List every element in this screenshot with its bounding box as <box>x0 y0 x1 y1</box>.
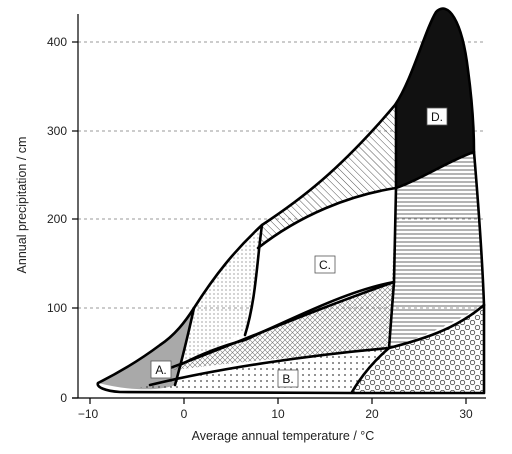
region-fills <box>98 8 484 393</box>
y-tick-label-400: 400 <box>47 35 67 49</box>
region-label-a: A. <box>150 360 172 379</box>
y-tick-label-300: 300 <box>47 124 67 138</box>
x-tick-labels: −10 0 10 20 30 <box>78 407 473 421</box>
y-tick-label-0: 0 <box>60 391 67 405</box>
region-label-b: B. <box>277 369 299 388</box>
x-tick-label-10: 10 <box>271 407 285 421</box>
region-horiz-fill <box>389 152 484 348</box>
boundary-c-bottom <box>178 280 396 367</box>
y-tick-labels: 0 100 200 300 400 <box>47 35 67 405</box>
region-dots-upper-fill <box>180 225 262 365</box>
region-label-a-text: A. <box>155 363 166 377</box>
region-label-d: D. <box>426 107 448 126</box>
boundary-dots-right <box>243 223 264 337</box>
region-label-b-text: B. <box>282 372 293 386</box>
region-boundaries <box>96 7 486 395</box>
region-d-fill <box>396 8 474 189</box>
x-axis-title: Average annual temperature / °C <box>192 429 375 443</box>
region-b-fill <box>120 348 389 392</box>
y-tick-label-100: 100 <box>47 301 67 315</box>
x-tick-label-neg10: −10 <box>78 407 99 421</box>
region-label-d-text: D. <box>431 110 443 124</box>
y-tick-label-200: 200 <box>47 212 67 226</box>
boundary-lower-b <box>148 303 486 387</box>
boundary-vertical-22 <box>350 103 398 394</box>
outer-boundary <box>96 7 486 395</box>
axes <box>72 14 486 404</box>
region-label-c-text: C. <box>319 258 331 272</box>
x-tick-label-30: 30 <box>459 407 473 421</box>
boundary-c-top <box>256 150 476 250</box>
region-cross-fill <box>170 282 394 370</box>
x-tick-label-20: 20 <box>365 407 379 421</box>
region-label-c: C. <box>314 255 336 274</box>
y-axis-title: Annual precipitation / cm <box>15 137 29 274</box>
x-tick-label-0: 0 <box>181 407 188 421</box>
